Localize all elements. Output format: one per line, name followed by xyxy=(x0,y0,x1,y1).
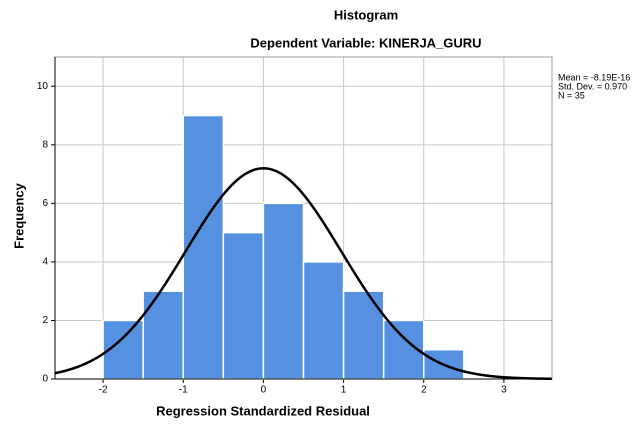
x-tick-label: -2 xyxy=(99,385,108,396)
bar xyxy=(142,290,185,380)
stat-n: N = 35 xyxy=(558,90,585,100)
y-axis-label: Frequency xyxy=(11,182,26,249)
y-tick-label: 4 xyxy=(42,257,48,268)
bar xyxy=(222,231,265,380)
x-tick-label: 0 xyxy=(261,385,267,396)
x-tick-label: 1 xyxy=(341,385,347,396)
stat-mean: Mean = -8.19E-16 xyxy=(558,72,630,82)
x-tick-label: 3 xyxy=(501,385,507,396)
x-axis-label: Regression Standardized Residual xyxy=(156,403,370,418)
normal-curve xyxy=(54,167,553,381)
x-tick-label: -1 xyxy=(179,385,188,396)
bar xyxy=(342,290,385,380)
bar xyxy=(262,202,305,380)
bar xyxy=(182,114,225,380)
y-tick-label: 2 xyxy=(42,315,48,326)
y-tick-label: 6 xyxy=(42,198,48,209)
bar xyxy=(302,261,345,380)
chart-title: Histogram xyxy=(334,7,398,22)
chart-subtitle: Dependent Variable: KINERJA_GURU xyxy=(250,35,481,50)
y-tick-label: 0 xyxy=(42,374,48,385)
x-tick-label: 2 xyxy=(421,385,427,396)
y-tick-label: 8 xyxy=(42,139,48,150)
y-tick-label: 10 xyxy=(37,81,49,92)
stat-sd: Std. Dev. = 0.970 xyxy=(558,81,627,91)
